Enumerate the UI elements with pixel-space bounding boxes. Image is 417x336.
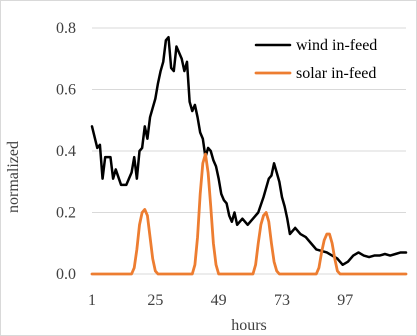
y-tick-label: 0.6 <box>56 82 76 99</box>
y-tick-label: 0.4 <box>56 143 76 160</box>
x-tick-label: 25 <box>147 292 163 309</box>
data-series <box>90 35 408 276</box>
y-tick-label: 0.0 <box>56 266 76 283</box>
legend-wind-label: wind in-feed <box>296 37 377 54</box>
legend: wind in-feed solar in-feed <box>254 37 377 82</box>
x-tick-label: 49 <box>211 292 227 309</box>
x-tick-label: 73 <box>274 292 290 309</box>
y-tick-label: 0.8 <box>56 20 76 37</box>
wind-infeed-line <box>90 35 408 267</box>
solar-infeed-line <box>90 152 408 276</box>
x-axis-title: hours <box>231 317 267 334</box>
legend-solar-label: solar in-feed <box>296 65 376 82</box>
x-tick-label: 1 <box>88 292 96 309</box>
axis-titles: hours normalized <box>5 141 267 334</box>
x-tick-label: 97 <box>337 292 353 309</box>
y-axis-title: normalized <box>5 141 22 213</box>
y-tick-label: 0.2 <box>56 205 76 222</box>
axes: 0.0 0.2 0.4 0.6 0.8 1 25 49 73 97 <box>56 20 353 309</box>
